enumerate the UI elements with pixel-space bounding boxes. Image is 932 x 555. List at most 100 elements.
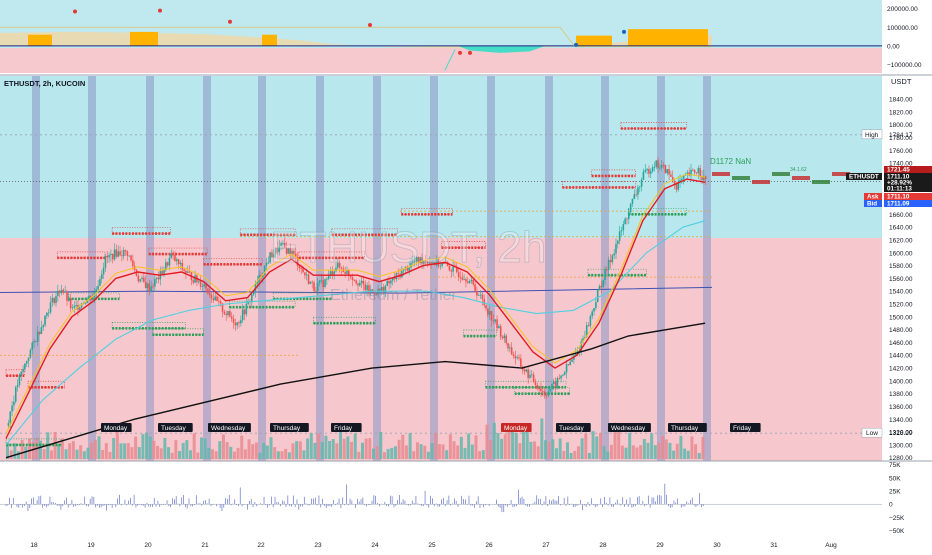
candle-body — [393, 277, 396, 280]
candle-body — [373, 291, 376, 295]
volume-bar — [298, 441, 302, 459]
top-axis-tick: 0.00 — [887, 43, 900, 50]
candle-body — [507, 343, 509, 349]
tag-clutter-box — [732, 176, 750, 180]
candle-body — [360, 280, 363, 283]
level-box-14 — [67, 292, 120, 300]
volume-bar — [141, 434, 145, 459]
time-tick: 22 — [257, 542, 265, 549]
volume-bar — [481, 450, 485, 459]
volume-bar — [24, 446, 28, 459]
candle-body — [331, 271, 334, 275]
candle-body — [40, 327, 43, 335]
candle-body — [622, 224, 625, 231]
high-callout-label: High — [865, 132, 879, 139]
top-marker-0 — [73, 9, 77, 14]
candle-body — [390, 280, 392, 284]
session-band-9 — [545, 76, 553, 461]
candle-body — [128, 255, 131, 257]
candle-body — [560, 375, 562, 379]
volume-bar — [423, 445, 427, 459]
candle-body — [44, 315, 46, 326]
top-marker-blue-1 — [574, 42, 578, 47]
weekday-label-1: Tuesday — [161, 425, 186, 432]
volume-bar — [686, 450, 690, 459]
price-tick: 1560.00 — [889, 276, 913, 283]
candle-body — [357, 283, 359, 286]
candle-body — [47, 312, 50, 314]
volume-bar — [251, 444, 255, 459]
candle-body — [631, 198, 634, 204]
weekday-label-bg-7 — [608, 423, 651, 432]
candle-body — [230, 316, 233, 319]
volume-bar — [185, 440, 189, 459]
candle-body — [380, 287, 383, 292]
candle-body — [437, 258, 440, 267]
price-tick: 1800.00 — [889, 122, 913, 129]
candle-body — [640, 179, 643, 187]
price-tick: 1360.00 — [889, 404, 913, 411]
level-box-16 — [152, 328, 204, 336]
volume-bar — [178, 451, 182, 459]
volume-bar — [514, 432, 518, 459]
candle-body — [60, 289, 63, 294]
candle-body — [95, 289, 98, 294]
candle-body — [106, 255, 109, 258]
candle-body — [24, 363, 26, 369]
price-tag-bg-3 — [884, 179, 932, 186]
candle-body — [664, 165, 667, 174]
candle-body — [234, 322, 237, 326]
candle-body — [68, 298, 70, 301]
candle-body — [668, 169, 670, 175]
volume-bar — [558, 438, 562, 459]
volume-bar — [97, 436, 101, 459]
candle-body — [144, 281, 147, 288]
volume-bar — [86, 447, 90, 459]
price-tick: 1440.00 — [889, 353, 913, 360]
time-tick: 18 — [30, 542, 38, 549]
volume-bar — [430, 442, 434, 459]
tag-clutter-box — [752, 180, 770, 184]
candle-body — [186, 271, 189, 273]
candle-body — [651, 167, 654, 172]
candle-body — [670, 174, 672, 177]
volume-bar — [346, 436, 350, 459]
candle-body — [152, 286, 154, 288]
volume-bar — [701, 437, 705, 459]
volume-bar — [6, 442, 9, 459]
candle-body — [629, 203, 632, 213]
volume-bar — [620, 445, 624, 459]
volume-bar — [445, 450, 449, 459]
price-tag-5: Ask — [867, 194, 879, 201]
volume-bar — [64, 449, 68, 459]
candle-body — [642, 171, 645, 180]
candle-body — [413, 261, 416, 263]
candle-body — [518, 357, 520, 359]
top-axis-tick: −100000.00 — [887, 62, 922, 69]
volume-bar — [386, 448, 390, 459]
bottom-axis-tick: 75K — [889, 462, 901, 469]
candle-body — [333, 271, 335, 275]
candle-body — [439, 265, 442, 267]
candle-body — [430, 262, 432, 264]
candle-body — [551, 383, 553, 389]
volume-bar — [467, 433, 471, 459]
volume-bar — [617, 426, 621, 459]
time-tick: 30 — [713, 542, 721, 549]
tag-clutter-box — [712, 172, 730, 176]
candle-body — [463, 279, 465, 281]
candle-body — [697, 168, 700, 174]
tag-clutter-2: 34.1.62 — [790, 167, 807, 173]
candle-body — [402, 268, 405, 271]
price-tick: 1760.00 — [889, 148, 913, 155]
top-spike-4 — [628, 29, 708, 46]
volume-bar — [181, 442, 185, 459]
candle-body — [25, 361, 28, 364]
volume-bar — [269, 437, 273, 459]
candle-body — [316, 283, 319, 292]
candle-body — [311, 281, 314, 283]
price-tag-1: ETHUSDT — [849, 174, 879, 181]
time-tick: 19 — [87, 542, 95, 549]
volume-bar — [683, 448, 687, 459]
